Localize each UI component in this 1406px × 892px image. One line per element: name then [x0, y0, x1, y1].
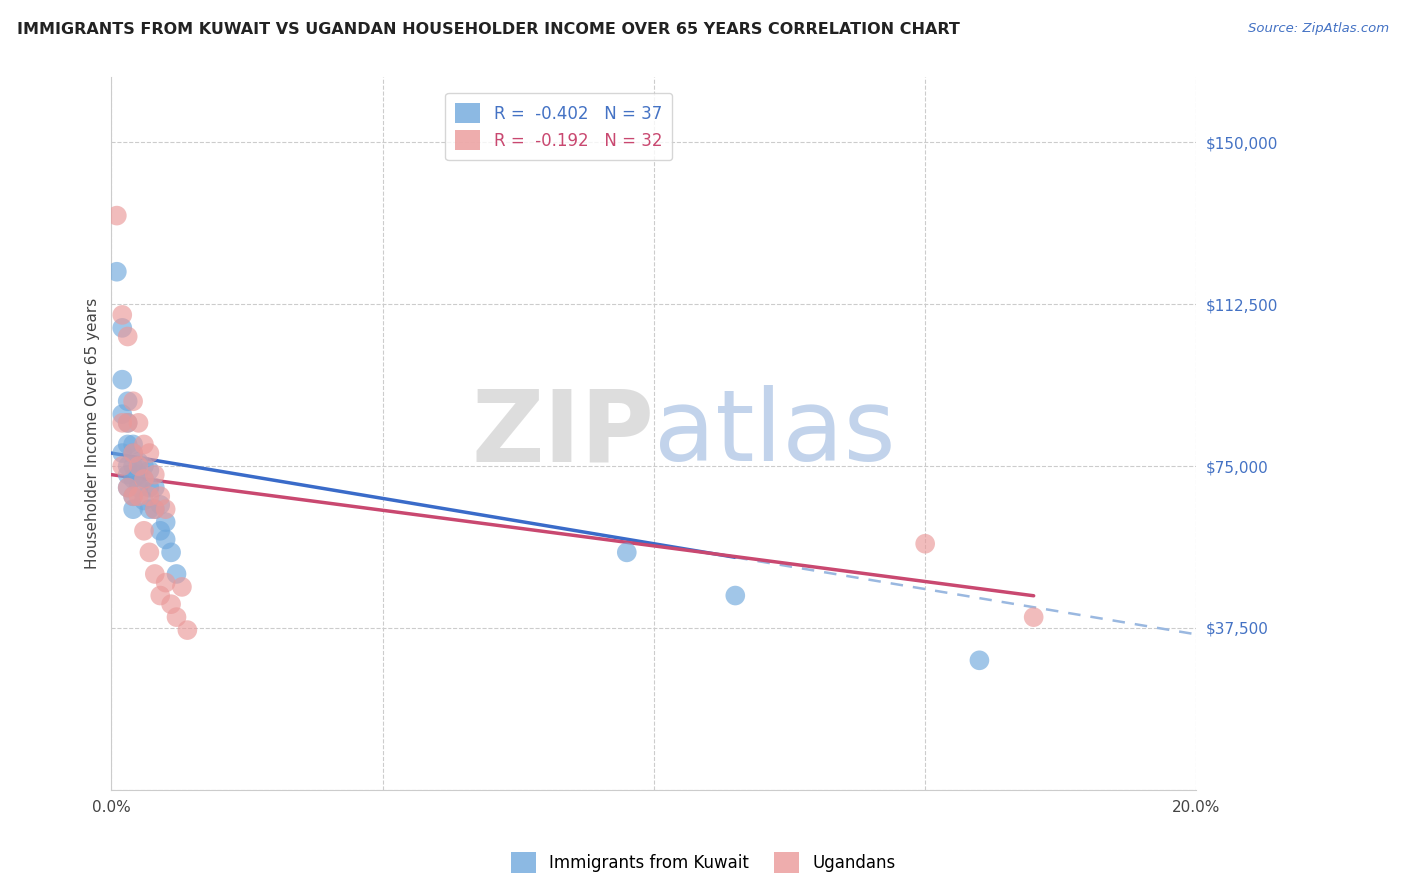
Legend: R =  -0.402   N = 37, R =  -0.192   N = 32: R = -0.402 N = 37, R = -0.192 N = 32 — [446, 93, 672, 161]
Point — [128, 458, 150, 473]
Point — [155, 575, 177, 590]
Point — [132, 472, 155, 486]
Point — [138, 463, 160, 477]
Point — [969, 653, 991, 667]
Point — [616, 545, 638, 559]
Point — [117, 481, 139, 495]
Point — [143, 481, 166, 495]
Point — [132, 458, 155, 473]
Point — [149, 524, 172, 538]
Text: ZIP: ZIP — [471, 385, 654, 483]
Point — [122, 458, 145, 473]
Point — [149, 489, 172, 503]
Point — [111, 458, 134, 473]
Point — [132, 472, 155, 486]
Point — [132, 524, 155, 538]
Point — [914, 537, 936, 551]
Point — [111, 416, 134, 430]
Point — [160, 545, 183, 559]
Point — [176, 623, 198, 637]
Point — [111, 373, 134, 387]
Point — [117, 416, 139, 430]
Point — [122, 489, 145, 503]
Point — [170, 580, 193, 594]
Point — [111, 308, 134, 322]
Y-axis label: Householder Income Over 65 years: Householder Income Over 65 years — [86, 298, 100, 569]
Point — [122, 437, 145, 451]
Point — [117, 394, 139, 409]
Text: atlas: atlas — [654, 385, 896, 483]
Point — [155, 533, 177, 547]
Point — [122, 446, 145, 460]
Point — [138, 502, 160, 516]
Point — [143, 502, 166, 516]
Point — [132, 493, 155, 508]
Point — [132, 437, 155, 451]
Point — [111, 321, 134, 335]
Point — [1022, 610, 1045, 624]
Point — [122, 446, 145, 460]
Point — [149, 498, 172, 512]
Point — [138, 545, 160, 559]
Point — [149, 589, 172, 603]
Point — [155, 502, 177, 516]
Point — [128, 416, 150, 430]
Point — [111, 446, 134, 460]
Point — [166, 566, 188, 581]
Point — [117, 458, 139, 473]
Point — [117, 416, 139, 430]
Point — [143, 502, 166, 516]
Point — [166, 610, 188, 624]
Point — [143, 467, 166, 482]
Point — [724, 589, 747, 603]
Point — [128, 481, 150, 495]
Point — [105, 265, 128, 279]
Point — [128, 467, 150, 482]
Point — [128, 489, 150, 503]
Point — [138, 446, 160, 460]
Point — [160, 597, 183, 611]
Point — [122, 489, 145, 503]
Point — [117, 329, 139, 343]
Legend: Immigrants from Kuwait, Ugandans: Immigrants from Kuwait, Ugandans — [503, 846, 903, 880]
Point — [117, 481, 139, 495]
Text: Source: ZipAtlas.com: Source: ZipAtlas.com — [1249, 22, 1389, 36]
Point — [117, 437, 139, 451]
Point — [138, 481, 160, 495]
Text: IMMIGRANTS FROM KUWAIT VS UGANDAN HOUSEHOLDER INCOME OVER 65 YEARS CORRELATION C: IMMIGRANTS FROM KUWAIT VS UGANDAN HOUSEH… — [17, 22, 960, 37]
Point — [138, 489, 160, 503]
Point — [155, 515, 177, 529]
Point — [111, 407, 134, 421]
Point — [122, 502, 145, 516]
Point — [143, 566, 166, 581]
Point — [122, 394, 145, 409]
Point — [117, 467, 139, 482]
Point — [105, 209, 128, 223]
Point — [122, 472, 145, 486]
Point — [128, 455, 150, 469]
